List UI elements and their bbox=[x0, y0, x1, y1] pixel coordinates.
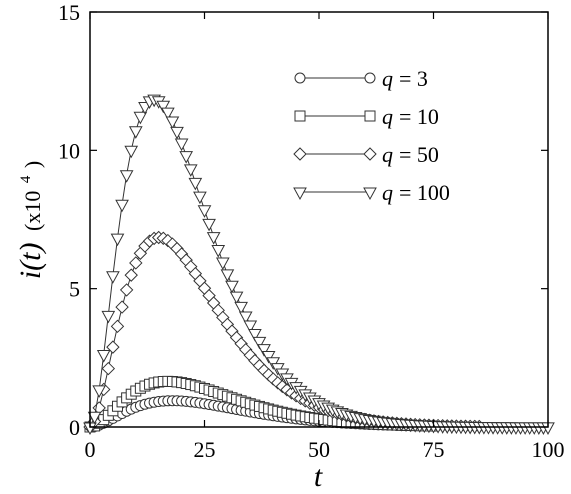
x-tick-label: 50 bbox=[308, 437, 330, 462]
data-point bbox=[101, 310, 116, 324]
legend-marker bbox=[293, 187, 307, 201]
tick-labels: 0 25 50 75 100 0 5 10 15 bbox=[58, 0, 565, 462]
data-point bbox=[234, 301, 248, 315]
data-point bbox=[115, 300, 129, 314]
plot-frame bbox=[89, 11, 549, 428]
legend-marker bbox=[294, 110, 306, 122]
data-point bbox=[229, 291, 244, 305]
y-axis-title-close: ) bbox=[20, 161, 45, 168]
legend-label: q = 10 bbox=[382, 104, 439, 129]
data-point bbox=[119, 170, 134, 183]
x-tick-label: 100 bbox=[532, 437, 565, 462]
x-axis-title: t bbox=[314, 460, 323, 493]
data-point bbox=[238, 311, 253, 324]
data-point bbox=[129, 256, 143, 270]
data-point bbox=[215, 257, 230, 271]
legend-marker bbox=[363, 187, 377, 201]
data-point bbox=[110, 233, 125, 247]
legend: q = 3 q = 10 q = 50 q = 100 bbox=[293, 66, 450, 205]
data-point bbox=[170, 126, 184, 140]
legend-marker bbox=[293, 147, 307, 161]
y-tick-label: 15 bbox=[58, 0, 80, 25]
legend-item: q = 10 bbox=[294, 104, 439, 129]
data-point bbox=[156, 100, 171, 114]
legend-marker bbox=[364, 72, 376, 84]
y-axis-title: i(t) (x10 4 ) bbox=[4, 161, 47, 279]
data-point bbox=[248, 328, 262, 342]
series-4 bbox=[83, 94, 555, 436]
axis-ticks bbox=[89, 11, 549, 428]
data-point bbox=[87, 411, 102, 425]
plot-series bbox=[83, 94, 555, 436]
data-point bbox=[252, 336, 267, 350]
data-point bbox=[183, 164, 198, 177]
y-tick-label: 5 bbox=[69, 277, 80, 302]
data-point bbox=[243, 320, 258, 334]
legend-marker bbox=[364, 110, 376, 122]
data-point bbox=[202, 218, 216, 232]
data-point bbox=[119, 283, 134, 297]
y-tick-label: 10 bbox=[58, 138, 80, 163]
data-point bbox=[179, 151, 194, 164]
data-point bbox=[211, 245, 226, 258]
data-point bbox=[257, 344, 271, 357]
data-point bbox=[96, 350, 111, 363]
data-point bbox=[261, 350, 276, 364]
data-point bbox=[128, 126, 143, 139]
legend-marker bbox=[363, 147, 377, 161]
data-point bbox=[92, 385, 107, 398]
data-point bbox=[225, 280, 239, 294]
data-point bbox=[124, 268, 138, 282]
data-point bbox=[174, 138, 189, 152]
data-point bbox=[188, 177, 203, 191]
data-point bbox=[115, 199, 129, 213]
legend-label: q = 50 bbox=[382, 142, 439, 167]
legend-label: q = 3 bbox=[382, 66, 428, 91]
y-axis-title-unit: (x10 bbox=[20, 191, 45, 231]
data-point bbox=[165, 116, 180, 129]
data-point bbox=[106, 271, 120, 284]
legend-item: q = 50 bbox=[293, 142, 439, 167]
data-point bbox=[220, 269, 235, 282]
data-point bbox=[161, 107, 175, 121]
data-point bbox=[101, 361, 116, 376]
legend-marker bbox=[294, 72, 306, 84]
x-tick-label: 0 bbox=[85, 437, 96, 462]
data-point bbox=[193, 191, 207, 205]
data-point bbox=[133, 111, 148, 125]
svg-text:i(t) (x10 4: i(t) (x10 4 ) bbox=[4, 161, 47, 279]
legend-item: q = 3 bbox=[294, 66, 428, 91]
x-tick-label: 75 bbox=[423, 437, 445, 462]
y-axis-title-main: i(t) bbox=[14, 242, 47, 279]
x-tick-label: 25 bbox=[194, 437, 216, 462]
legend-item: q = 100 bbox=[293, 180, 450, 205]
data-point bbox=[124, 145, 139, 159]
data-point bbox=[206, 232, 221, 245]
y-axis-title-exponent: 4 bbox=[18, 175, 34, 183]
data-point bbox=[110, 319, 125, 334]
legend-label: q = 100 bbox=[382, 180, 450, 205]
data-point bbox=[197, 205, 212, 218]
y-tick-label: 0 bbox=[69, 415, 80, 440]
